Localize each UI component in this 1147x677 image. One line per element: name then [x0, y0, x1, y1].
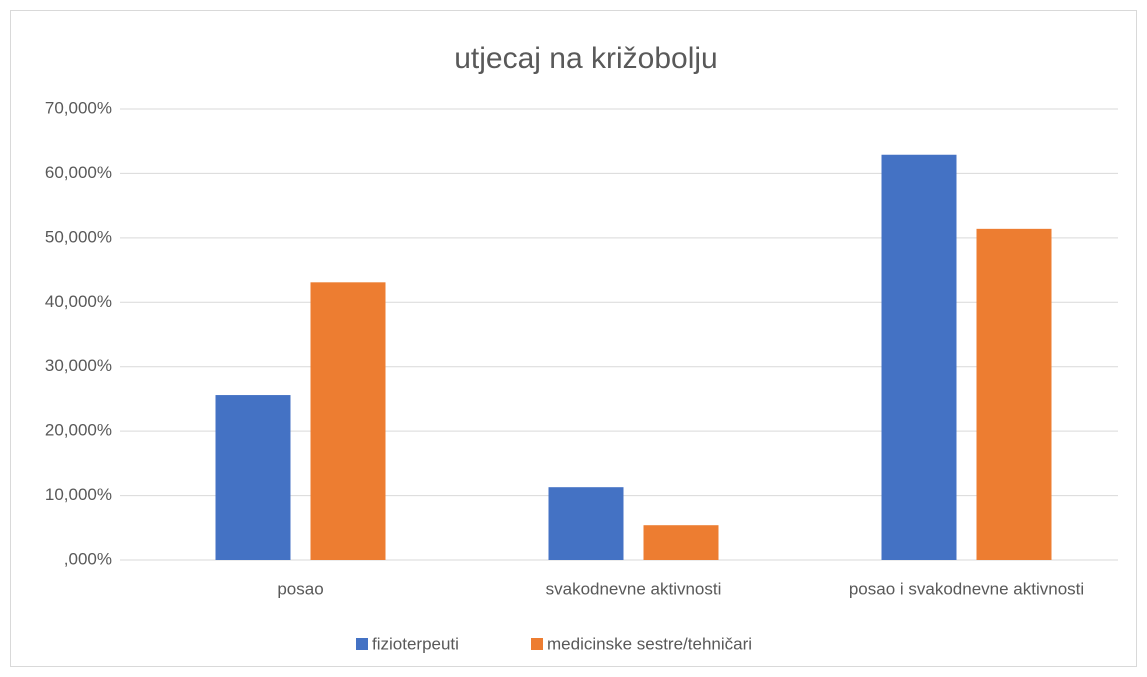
y-tick-label: 70,000% — [45, 98, 112, 117]
x-tick-label: svakodnevne aktivnosti — [546, 579, 722, 598]
bar — [548, 487, 624, 560]
y-tick-label: ,000% — [64, 549, 112, 568]
legend-swatch — [531, 638, 543, 650]
y-tick-label: 20,000% — [45, 421, 112, 440]
bar — [643, 525, 719, 560]
y-tick-label: 10,000% — [45, 485, 112, 504]
y-tick-label: 30,000% — [45, 356, 112, 375]
y-tick-label: 60,000% — [45, 163, 112, 182]
y-tick-label: 40,000% — [45, 292, 112, 311]
chart-title: utjecaj na križobolju — [454, 42, 717, 75]
legend-swatch — [356, 638, 368, 650]
x-tick-label: posao — [277, 579, 323, 598]
legend-label: medicinske sestre/tehničari — [547, 634, 752, 653]
bar — [976, 228, 1052, 560]
y-tick-label: 50,000% — [45, 227, 112, 246]
legend-label: fizioterpeuti — [372, 634, 459, 653]
x-tick-label: posao i svakodnevne aktivnosti — [849, 579, 1084, 598]
bar — [215, 395, 291, 560]
bar — [310, 282, 386, 560]
bar — [881, 154, 957, 560]
